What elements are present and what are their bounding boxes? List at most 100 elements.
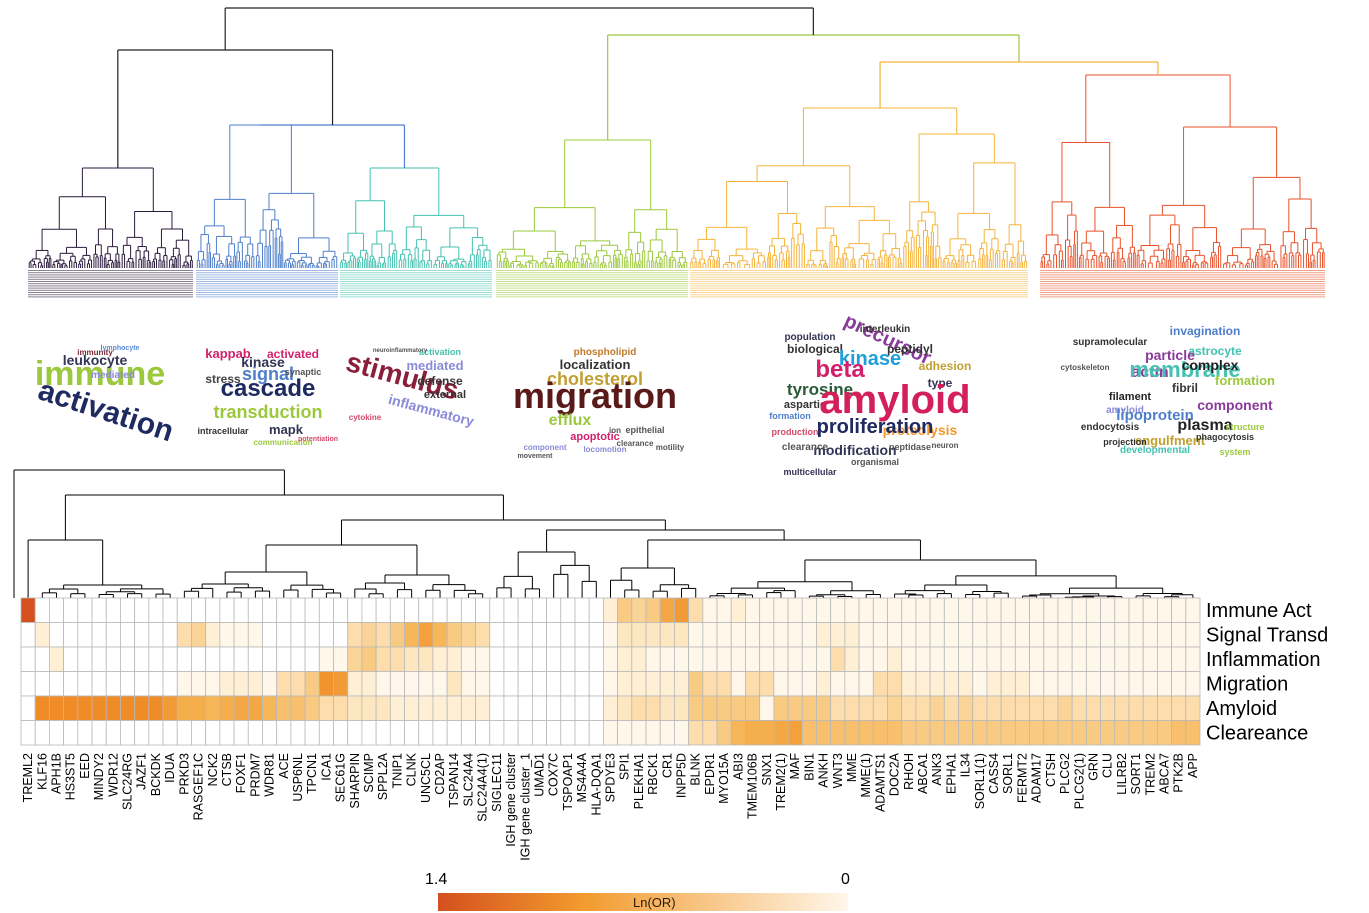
heatmap-cell	[816, 646, 832, 672]
word-cloud-word: type	[928, 376, 953, 390]
heatmap-cell	[830, 622, 846, 648]
heatmap-cell	[1000, 720, 1016, 746]
heatmap-column-label: CASS4	[987, 753, 1001, 794]
word-cloud-word: engulfment	[1135, 433, 1206, 448]
heatmap-column-label: CLNK	[405, 752, 419, 786]
leaf-label-stripe	[1040, 274, 1325, 276]
heatmap-cell	[1071, 646, 1087, 672]
word-cloud-word: tyrosine	[787, 380, 853, 399]
heatmap-row-label: Migration	[1206, 674, 1288, 696]
heatmap-cell	[872, 695, 888, 721]
heatmap-cell	[20, 597, 36, 623]
heatmap-cell	[546, 646, 562, 672]
heatmap-cell	[148, 695, 164, 721]
heatmap-cell	[233, 720, 249, 746]
leaf-label-stripe	[496, 281, 688, 282]
heatmap-cell	[674, 622, 690, 648]
heatmap-cell	[219, 671, 235, 697]
heatmap-cell	[191, 646, 207, 672]
heatmap-cell	[716, 622, 732, 648]
heatmap-cell	[887, 622, 903, 648]
heatmap-cell	[1057, 646, 1073, 672]
heatmap-cell	[1142, 622, 1158, 648]
leaf-label-stripe	[496, 287, 688, 289]
heatmap-cell	[1000, 646, 1016, 672]
heatmap-cell	[617, 695, 633, 721]
leaf-label-stripe	[1040, 287, 1325, 289]
heatmap-cell	[986, 597, 1002, 623]
heatmap-cell	[574, 597, 590, 623]
word-cloud-word: kinase	[241, 354, 285, 370]
heatmap-cell	[688, 646, 704, 672]
heatmap-cell	[304, 597, 320, 623]
heatmap-cell	[63, 646, 79, 672]
word-cloud-word: clearance	[782, 442, 829, 453]
heatmap-cell	[915, 622, 931, 648]
heatmap-cell	[517, 622, 533, 648]
word-cloud-word: astrocyte	[1188, 344, 1242, 358]
leaf-label-stripe	[196, 281, 338, 282]
heatmap-cell	[1185, 695, 1201, 721]
word-cloud-word: activated	[267, 347, 319, 361]
heatmap-cell	[1029, 597, 1045, 623]
heatmap-cell	[219, 597, 235, 623]
heatmap-cell	[347, 622, 363, 648]
heatmap-cell	[503, 622, 519, 648]
heatmap-cell	[489, 622, 505, 648]
word-cloud-word: mediated	[91, 370, 135, 381]
heatmap-cell	[1000, 622, 1016, 648]
heatmap-cell	[730, 597, 746, 623]
heatmap-cell	[986, 671, 1002, 697]
heatmap-cell	[531, 695, 547, 721]
heatmap-cell	[375, 720, 391, 746]
heatmap-cell	[276, 671, 292, 697]
heatmap-column-label: PRDM7	[248, 753, 262, 797]
word-clouds: immune activation leukocyte mediated immunit…	[34, 310, 1275, 477]
heatmap-cell	[276, 720, 292, 746]
heatmap-cell	[901, 720, 917, 746]
heatmap-cell	[205, 671, 221, 697]
heatmap-cell	[745, 622, 761, 648]
heatmap-cell	[276, 695, 292, 721]
heatmap-cell	[602, 720, 619, 746]
heatmap-cell	[602, 646, 619, 672]
word-cloud-word: migration	[513, 375, 677, 416]
leaf-label-stripe	[340, 292, 492, 293]
leaf-label-stripe	[196, 287, 338, 289]
leaf-label-stripe	[196, 274, 338, 276]
heatmap-cell	[801, 597, 817, 623]
heatmap-cell	[318, 671, 334, 697]
heatmap-column-label: WNT3	[831, 753, 845, 788]
leaf-label-stripe	[340, 296, 492, 298]
heatmap-cell	[659, 622, 675, 648]
heatmap-column-label: FERMT2	[1015, 753, 1029, 803]
leaf-label-stripe	[690, 276, 1028, 278]
heatmap-cell	[105, 597, 121, 623]
heatmap-cell	[716, 695, 732, 721]
heatmap-cell	[418, 671, 434, 697]
heatmap-cell	[176, 597, 192, 623]
heatmap-cell	[304, 671, 320, 697]
heatmap-cell	[844, 622, 860, 648]
heatmap-cell	[1156, 671, 1172, 697]
leaf-label-stripe	[690, 294, 1028, 296]
leaf-label-stripe	[496, 276, 688, 278]
heatmap-cell	[901, 646, 917, 672]
dendrogram-leaf-labels	[28, 270, 1325, 298]
heatmap-column-label: ABI3	[731, 753, 745, 780]
leaf-label-stripe	[690, 272, 1028, 274]
heatmap-cell	[574, 646, 590, 672]
heatmap-cell	[432, 720, 448, 746]
leaf-label-stripe	[28, 274, 193, 276]
heatmap-cell	[475, 622, 491, 648]
heatmap-cell	[1156, 597, 1172, 623]
heatmap-cell	[1128, 597, 1144, 623]
heatmap-cell	[404, 720, 420, 746]
heatmap-cell	[617, 646, 633, 672]
heatmap-cell	[20, 622, 36, 648]
word-cloud-word: immunity	[77, 348, 113, 357]
word-cloud-word: structure	[1225, 422, 1264, 432]
leaf-label-stripe	[340, 270, 492, 271]
heatmap-cell	[645, 597, 661, 623]
